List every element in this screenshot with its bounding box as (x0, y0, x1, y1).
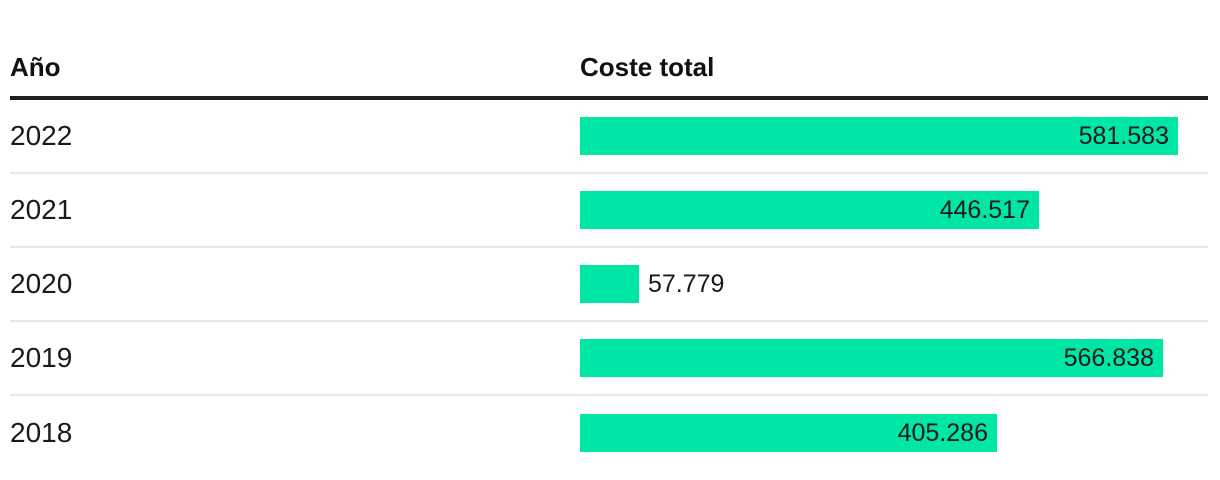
value-bar: 446.517 (580, 191, 1039, 229)
table-row-2019: 2019 566.838 (10, 322, 1208, 396)
value-bar: 566.838 (580, 339, 1163, 377)
year-label: 2018 (10, 417, 73, 448)
table-body: 2022 581.583 2021 446.517 2020 57.779 (10, 100, 1208, 470)
year-label: 2021 (10, 194, 73, 225)
table-row-2020: 2020 57.779 (10, 248, 1208, 322)
year-label: 2019 (10, 342, 73, 373)
table-header: Año Coste total (10, 0, 1208, 100)
bar-value-label: 566.838 (1063, 343, 1154, 372)
bar-cell: 446.517 (580, 174, 1208, 246)
bar-cell: 57.779 (580, 248, 1208, 320)
bar-value-label: 405.286 (897, 418, 988, 447)
year-label: 2022 (10, 120, 73, 151)
bar-value-label: 57.779 (648, 269, 725, 298)
bar-cell: 405.286 (580, 396, 1208, 470)
year-label: 2020 (10, 268, 73, 299)
table-row-2022: 2022 581.583 (10, 100, 1208, 174)
bar-cell: 566.838 (580, 322, 1208, 394)
value-bar: 405.286 (580, 414, 997, 452)
value-bar: 581.583 (580, 117, 1178, 155)
column-header-coste-total: Coste total (580, 52, 715, 82)
bar-value-label: 581.583 (1078, 121, 1169, 150)
table-row-2021: 2021 446.517 (10, 174, 1208, 248)
column-header-year: Año (10, 52, 61, 82)
bar-value-label: 446.517 (939, 195, 1030, 224)
value-bar: 57.779 (580, 265, 724, 303)
cost-by-year-table: Año Coste total 2022 581.583 2021 446.51… (10, 0, 1208, 470)
bar-cell: 581.583 (580, 100, 1208, 172)
table-row-2018: 2018 405.286 (10, 396, 1208, 470)
